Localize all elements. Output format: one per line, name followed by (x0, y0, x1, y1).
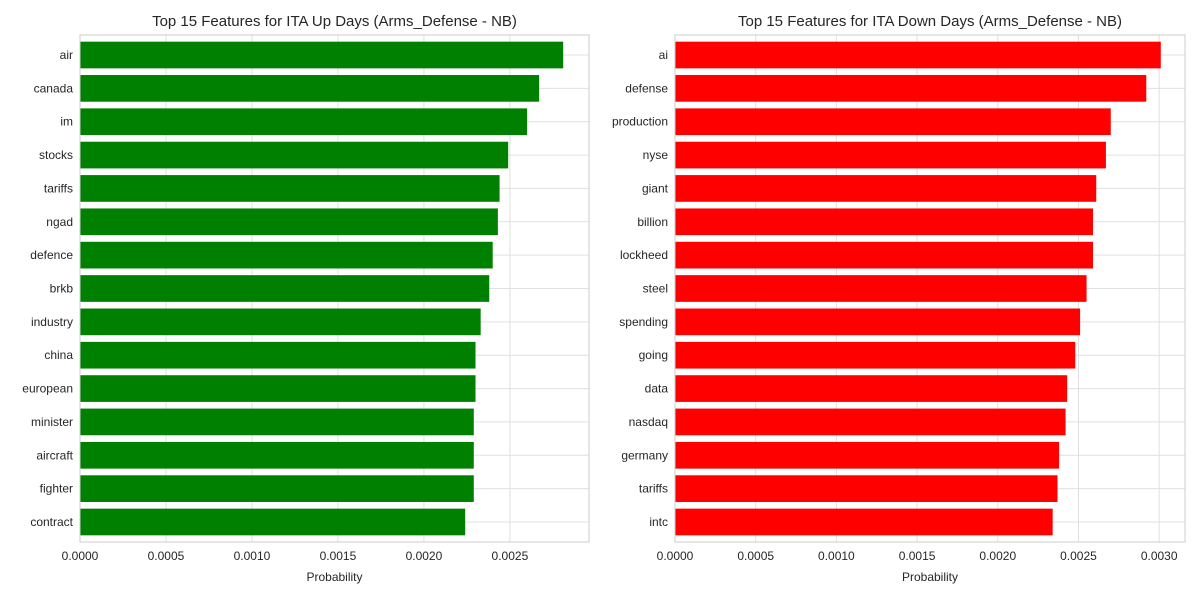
bar-going (675, 341, 1076, 369)
x-tick-label: 0.0025 (492, 549, 529, 563)
bar-im (80, 108, 528, 136)
bar-production (675, 108, 1111, 136)
y-tick-label: billion (637, 215, 668, 229)
y-tick-label: ngad (46, 215, 73, 229)
bar-billion (675, 208, 1094, 236)
bar-ngad (80, 208, 498, 236)
bar-germany (675, 441, 1060, 469)
x-tick-label: 0.0000 (657, 549, 694, 563)
y-tick-label: nasdaq (629, 415, 668, 429)
y-tick-label: canada (34, 81, 74, 95)
bar-canada (80, 75, 540, 102)
bar-minister (80, 408, 474, 436)
bar-contract (80, 508, 466, 536)
y-tick-label: contract (30, 515, 73, 529)
x-tick-label: 0.0020 (979, 549, 1016, 563)
y-tick-labels: air canada im stocks tariffs ngad defence brkb i… (22, 48, 73, 529)
chart-down-days: ai defense production nyse giant billion lockh… (612, 13, 1186, 584)
x-tick-label: 0.0005 (737, 549, 774, 563)
x-tick-label: 0.0010 (818, 549, 855, 563)
bar-defense (675, 75, 1147, 102)
y-tick-label: air (60, 48, 73, 62)
bar-tariffs (675, 475, 1058, 502)
bar-steel (675, 275, 1087, 302)
chart-title: Top 15 Features for ITA Down Days (Arms_… (738, 13, 1122, 30)
bars (675, 41, 1161, 536)
x-tick-label: 0.0015 (899, 549, 936, 563)
bar-nasdaq (675, 408, 1066, 436)
bar-china (80, 341, 476, 369)
y-tick-label: minister (31, 415, 73, 429)
y-tick-label: ai (659, 48, 668, 62)
bar-nyse (675, 141, 1106, 169)
y-tick-label: aircraft (36, 448, 73, 462)
bar-giant (675, 175, 1097, 202)
bar-ai (675, 41, 1161, 69)
plot-frame (79, 34, 590, 543)
bar-brkb (80, 275, 490, 302)
y-tick-label: steel (643, 282, 668, 296)
bar-lockheed (675, 241, 1094, 269)
y-tick-label: stocks (39, 148, 73, 162)
chart-title: Top 15 Features for ITA Up Days (Arms_De… (152, 13, 517, 30)
bar-data (675, 375, 1068, 402)
chart-up-days: air canada im stocks tariffs ngad defence brkb i… (22, 13, 590, 584)
y-tick-labels: ai defense production nyse giant billion lockh… (612, 48, 669, 529)
bar-intc (675, 508, 1053, 536)
y-tick-label: defense (625, 81, 668, 95)
y-tick-label: european (22, 382, 73, 396)
y-tick-label: industry (31, 315, 73, 329)
y-tick-label: germany (621, 448, 668, 462)
x-tick-label: 0.0010 (234, 549, 271, 563)
y-tick-label: production (612, 115, 668, 129)
bars (80, 41, 564, 536)
bar-tariffs (80, 175, 500, 202)
y-tick-label: tariffs (639, 482, 668, 496)
bar-european (80, 375, 476, 402)
bar-stocks (80, 141, 509, 169)
x-tick-label: 0.0025 (1060, 549, 1097, 563)
x-tick-label: 0.0020 (406, 549, 443, 563)
x-axis-label: Probability (306, 570, 362, 584)
bar-fighter (80, 475, 474, 502)
y-tick-label: defence (30, 248, 73, 262)
y-tick-label: giant (642, 181, 669, 195)
x-tick-labels: 0.0000 0.0005 0.0010 0.0015 0.0020 0.0025 (62, 549, 529, 563)
plot-frame (674, 34, 1186, 543)
y-tick-label: intc (649, 515, 668, 529)
y-tick-label: fighter (40, 482, 73, 496)
x-tick-label: 0.0015 (320, 549, 357, 563)
bar-air (80, 41, 564, 69)
y-tick-label: lockheed (620, 248, 668, 262)
y-tick-label: china (44, 348, 73, 362)
y-tick-label: nyse (643, 148, 669, 162)
y-tick-label: going (639, 348, 668, 362)
x-tick-label: 0.0030 (1141, 549, 1178, 563)
bar-industry (80, 308, 481, 336)
y-tick-label: tariffs (44, 181, 73, 195)
x-axis-label: Probability (902, 570, 958, 584)
y-tick-label: brkb (50, 282, 74, 296)
x-tick-label: 0.0005 (148, 549, 185, 563)
x-tick-labels: 0.0000 0.0005 0.0010 0.0015 0.0020 0.0025 0.00… (657, 549, 1178, 563)
bar-spending (675, 308, 1081, 336)
y-tick-label: im (60, 115, 73, 129)
bar-aircraft (80, 441, 474, 469)
y-tick-label: spending (619, 315, 668, 329)
bar-defence (80, 241, 493, 269)
y-tick-label: data (645, 382, 669, 396)
x-tick-label: 0.0000 (62, 549, 99, 563)
